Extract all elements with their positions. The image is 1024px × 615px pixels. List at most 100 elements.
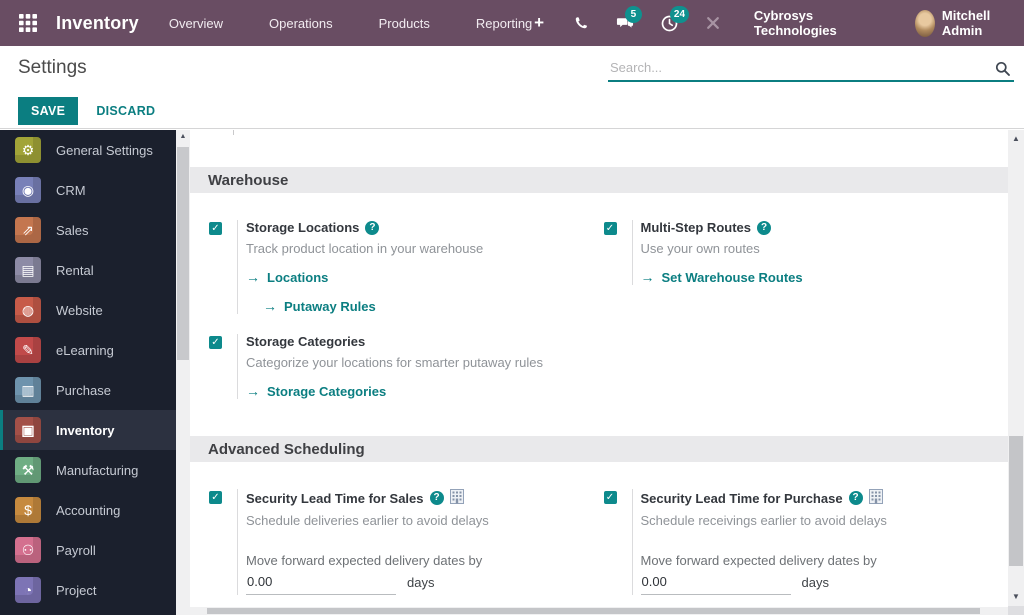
- divider: [237, 489, 238, 595]
- sidebar-item-label: Accounting: [56, 502, 121, 518]
- sidebar-item-manufacturing[interactable]: ⚒ Manufacturing: [0, 450, 176, 490]
- rental-app-icon: ▤: [15, 257, 41, 283]
- purchase-app-icon: ▥: [15, 377, 41, 403]
- sidebar-item-payroll[interactable]: ⚇ Payroll: [0, 530, 176, 570]
- horizontal-scrollbar-thumb[interactable]: [207, 608, 980, 614]
- setting-storage-locations: ✓ Storage Locations ? Track product loca…: [209, 220, 604, 314]
- help-icon[interactable]: ?: [429, 491, 444, 505]
- putaway-rules-link[interactable]: → Putaway Rules: [263, 298, 376, 314]
- setting-title: Multi-Step Routes: [640, 220, 752, 235]
- setting-security-lead-time-sales: ✓ Security Lead Time for Sales ? Schedul…: [209, 489, 604, 595]
- sidebar-scrollbar[interactable]: ▲: [176, 130, 190, 615]
- divider: [237, 334, 238, 399]
- setting-storage-categories: ✓ Storage Categories Categorize your loc…: [209, 334, 604, 399]
- inventory-app-icon: ▣: [15, 417, 41, 443]
- arrow-right-icon: →: [640, 269, 655, 285]
- activities-badge: 24: [669, 6, 690, 23]
- divider: [631, 220, 633, 285]
- sidebar-item-label: eLearning: [56, 342, 114, 358]
- user-avatar: [914, 9, 935, 37]
- sidebar-item-project[interactable]: ◔ Project: [0, 570, 176, 610]
- storage-categories-link[interactable]: → Storage Categories: [246, 383, 387, 399]
- set-warehouse-routes-link[interactable]: → Set Warehouse Routes: [640, 269, 803, 285]
- content-scrollbar[interactable]: ▲ ▼: [1008, 130, 1024, 615]
- app-name[interactable]: Inventory: [56, 12, 139, 33]
- sidebar-item-general-settings[interactable]: ⚙ General Settings: [0, 130, 176, 170]
- help-icon[interactable]: ?: [848, 491, 863, 505]
- sidebar-item-website[interactable]: ◍ Website: [0, 290, 176, 330]
- plus-icon[interactable]: +: [534, 13, 545, 32]
- section-title: Advanced Scheduling: [208, 440, 365, 458]
- setting-description: Schedule receivings earlier to avoid del…: [640, 513, 887, 528]
- sidebar-item-purchase[interactable]: ▥ Purchase: [0, 370, 176, 410]
- security-lead-purchase-input[interactable]: [640, 571, 791, 595]
- payroll-app-icon: ⚇: [15, 537, 41, 563]
- search-input[interactable]: [608, 56, 1014, 80]
- sidebar-item-sales[interactable]: ⇗ Sales: [0, 210, 176, 250]
- scroll-down-icon[interactable]: ▼: [1012, 592, 1020, 601]
- manufacturing-app-icon: ⚒: [15, 457, 41, 483]
- settings-content: Warehouse ✓ Storage Locations ? Track pr…: [190, 130, 1008, 615]
- sidebar-item-label: Rental: [56, 262, 94, 278]
- security-lead-sales-input[interactable]: [246, 571, 396, 595]
- scroll-up-icon[interactable]: ▲: [179, 133, 187, 140]
- sidebar-item-elearning[interactable]: ✎ eLearning: [0, 330, 176, 370]
- help-icon[interactable]: ?: [757, 220, 771, 235]
- setting-title: Security Lead Time for Sales: [246, 490, 424, 506]
- phone-icon[interactable]: [573, 14, 589, 32]
- systray: + 5 24 Cybrosys Technologies Mitchell Ad…: [532, 6, 1010, 38]
- project-app-icon: ◔: [15, 577, 41, 603]
- accounting-app-icon: $: [15, 497, 41, 523]
- multi-step-routes-checkbox[interactable]: ✓: [603, 222, 617, 235]
- discard-button[interactable]: DISCARD: [96, 104, 156, 118]
- help-icon[interactable]: ?: [365, 220, 380, 235]
- locations-link[interactable]: → Locations: [246, 269, 329, 285]
- menu-products[interactable]: Products: [378, 15, 430, 31]
- sidebar-item-label: Project: [56, 582, 97, 598]
- menu-overview[interactable]: Overview: [168, 15, 224, 31]
- field-label: Move forward expected delivery dates by: [640, 553, 877, 568]
- sidebar-item-crm[interactable]: ◉ CRM: [0, 170, 176, 210]
- apps-grid-icon[interactable]: [18, 13, 38, 33]
- menu-operations[interactable]: Operations: [269, 15, 333, 31]
- scroll-up-icon[interactable]: ▲: [1012, 134, 1020, 143]
- sidebar-item-label: Purchase: [56, 382, 111, 398]
- messages-icon[interactable]: 5: [616, 6, 642, 32]
- user-name: Mitchell Admin: [941, 8, 991, 38]
- setting-description: Track product location in your warehouse: [246, 241, 484, 256]
- horizontal-scrollbar[interactable]: [190, 607, 1008, 615]
- crm-app-icon: ◉: [15, 177, 41, 203]
- storage-locations-checkbox[interactable]: ✓: [209, 222, 222, 235]
- security-lead-time-purchase-checkbox[interactable]: ✓: [603, 491, 617, 504]
- save-button[interactable]: SAVE: [18, 97, 79, 125]
- body: ⚙ General Settings ◉ CRM ⇗ Sales ▤ Renta…: [0, 130, 1024, 615]
- field-suffix: days: [407, 575, 435, 590]
- sidebar-item-label: Manufacturing: [56, 462, 139, 478]
- multi-company-icon: [868, 489, 883, 507]
- menu-reporting[interactable]: Reporting: [475, 15, 533, 31]
- sidebar-item-accounting[interactable]: $ Accounting: [0, 490, 176, 530]
- security-lead-time-sales-checkbox[interactable]: ✓: [209, 491, 222, 504]
- company-switcher[interactable]: Cybrosys Technologies: [753, 8, 837, 38]
- user-menu[interactable]: Mitchell Admin: [914, 8, 1010, 38]
- elearning-app-icon: ✎: [15, 337, 41, 363]
- storage-categories-checkbox[interactable]: ✓: [209, 336, 222, 349]
- arrow-right-icon: →: [246, 383, 260, 399]
- sidebar-item-rental[interactable]: ▤ Rental: [0, 250, 176, 290]
- control-panel: Settings SAVE DISCARD: [0, 46, 1024, 129]
- content-scrollbar-thumb[interactable]: [1009, 436, 1023, 566]
- section-header-advanced-scheduling: Advanced Scheduling: [190, 436, 1008, 462]
- website-app-icon: ◍: [15, 297, 41, 323]
- divider-stub: [233, 130, 234, 135]
- developer-tools-icon[interactable]: [705, 14, 721, 32]
- section-title: Warehouse: [208, 171, 289, 189]
- setting-multi-step-routes: ✓ Multi-Step Routes ? Use your own route…: [603, 220, 999, 285]
- setting-description: Categorize your locations for smarter pu…: [246, 355, 543, 370]
- activities-clock-icon[interactable]: 24: [661, 6, 690, 32]
- divider: [631, 489, 633, 595]
- setting-title: Storage Categories: [246, 334, 366, 349]
- topbar: Inventory Overview Operations Products R…: [0, 0, 1024, 46]
- sidebar-scrollbar-thumb[interactable]: [177, 147, 189, 360]
- sidebar-item-label: Payroll: [56, 542, 96, 558]
- sidebar-item-inventory[interactable]: ▣ Inventory: [0, 410, 176, 450]
